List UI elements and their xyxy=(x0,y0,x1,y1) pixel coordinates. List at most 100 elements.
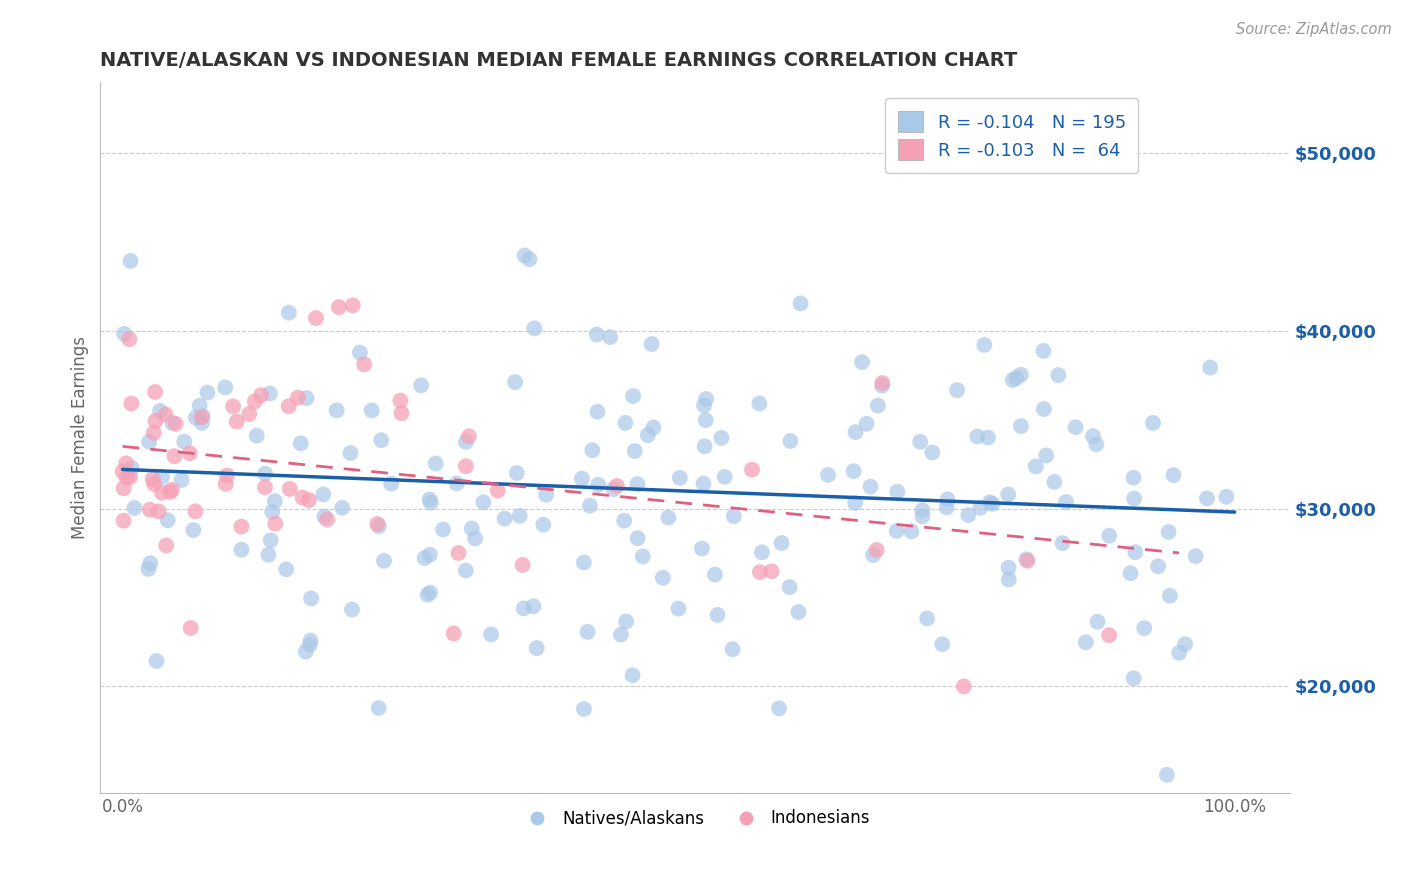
Point xyxy=(419,492,441,507)
Point xyxy=(142,472,165,486)
Point xyxy=(643,420,665,434)
Point xyxy=(264,516,287,531)
Point xyxy=(631,549,654,564)
Point xyxy=(298,638,321,652)
Point xyxy=(225,415,247,429)
Point xyxy=(139,502,162,516)
Point xyxy=(657,510,679,524)
Point xyxy=(979,495,1001,509)
Text: NATIVE/ALASKAN VS INDONESIAN MEDIAN FEMALE EARNINGS CORRELATION CHART: NATIVE/ALASKAN VS INDONESIAN MEDIAN FEMA… xyxy=(100,51,1018,70)
Point xyxy=(706,607,728,622)
Point xyxy=(1087,615,1109,629)
Point xyxy=(419,548,441,562)
Point xyxy=(614,615,637,629)
Point xyxy=(579,499,602,513)
Point xyxy=(250,388,273,402)
Point xyxy=(150,485,173,500)
Point xyxy=(290,436,312,450)
Point xyxy=(287,391,309,405)
Point xyxy=(1025,459,1047,474)
Point xyxy=(299,633,322,648)
Point xyxy=(373,554,395,568)
Point xyxy=(180,621,202,635)
Point xyxy=(472,495,495,509)
Point xyxy=(413,551,436,566)
Point xyxy=(138,562,160,576)
Point xyxy=(305,311,328,326)
Point xyxy=(159,485,181,500)
Point xyxy=(1174,637,1197,651)
Point xyxy=(243,394,266,409)
Point xyxy=(610,627,633,641)
Point xyxy=(973,338,995,352)
Point xyxy=(741,463,763,477)
Point xyxy=(1043,475,1066,489)
Point xyxy=(1195,491,1218,506)
Point xyxy=(494,511,516,525)
Point xyxy=(602,482,624,496)
Point xyxy=(770,536,793,550)
Point xyxy=(278,482,301,496)
Point xyxy=(844,496,866,510)
Point xyxy=(457,429,479,443)
Point xyxy=(443,626,465,640)
Point xyxy=(253,480,276,494)
Point xyxy=(139,556,162,570)
Point xyxy=(787,605,810,619)
Point xyxy=(606,479,628,493)
Point xyxy=(624,444,647,458)
Point xyxy=(1159,589,1181,603)
Point xyxy=(626,477,648,491)
Point xyxy=(1001,373,1024,387)
Point xyxy=(1054,495,1077,509)
Point xyxy=(380,476,402,491)
Point xyxy=(506,466,529,480)
Point xyxy=(325,403,347,417)
Point xyxy=(640,337,662,351)
Point xyxy=(262,505,284,519)
Point xyxy=(692,476,714,491)
Point xyxy=(215,468,238,483)
Point xyxy=(299,591,322,606)
Point xyxy=(713,470,735,484)
Point xyxy=(953,680,976,694)
Point xyxy=(1119,566,1142,581)
Point xyxy=(751,545,773,559)
Point xyxy=(669,471,692,485)
Point xyxy=(576,624,599,639)
Point xyxy=(845,425,868,439)
Point xyxy=(1052,536,1074,550)
Point xyxy=(855,417,877,431)
Point xyxy=(112,514,135,528)
Point xyxy=(454,459,477,474)
Point xyxy=(276,562,298,576)
Point xyxy=(1157,524,1180,539)
Point xyxy=(277,306,299,320)
Text: Source: ZipAtlas.com: Source: ZipAtlas.com xyxy=(1236,22,1392,37)
Point xyxy=(197,385,219,400)
Point xyxy=(1032,402,1054,417)
Point xyxy=(367,519,389,533)
Point xyxy=(298,493,321,508)
Point xyxy=(138,434,160,449)
Point xyxy=(870,378,893,392)
Point xyxy=(121,461,143,475)
Point xyxy=(946,383,969,397)
Point xyxy=(1123,491,1146,506)
Point xyxy=(1168,646,1191,660)
Point xyxy=(723,509,745,524)
Point xyxy=(120,254,142,268)
Point xyxy=(761,564,783,578)
Point xyxy=(425,457,447,471)
Point xyxy=(586,405,609,419)
Point xyxy=(115,470,138,484)
Point xyxy=(342,298,364,312)
Point xyxy=(295,391,318,405)
Point xyxy=(693,439,716,453)
Point xyxy=(512,558,534,572)
Point xyxy=(998,573,1021,587)
Point xyxy=(160,483,183,497)
Point xyxy=(1005,371,1028,385)
Point xyxy=(188,399,211,413)
Point xyxy=(651,571,673,585)
